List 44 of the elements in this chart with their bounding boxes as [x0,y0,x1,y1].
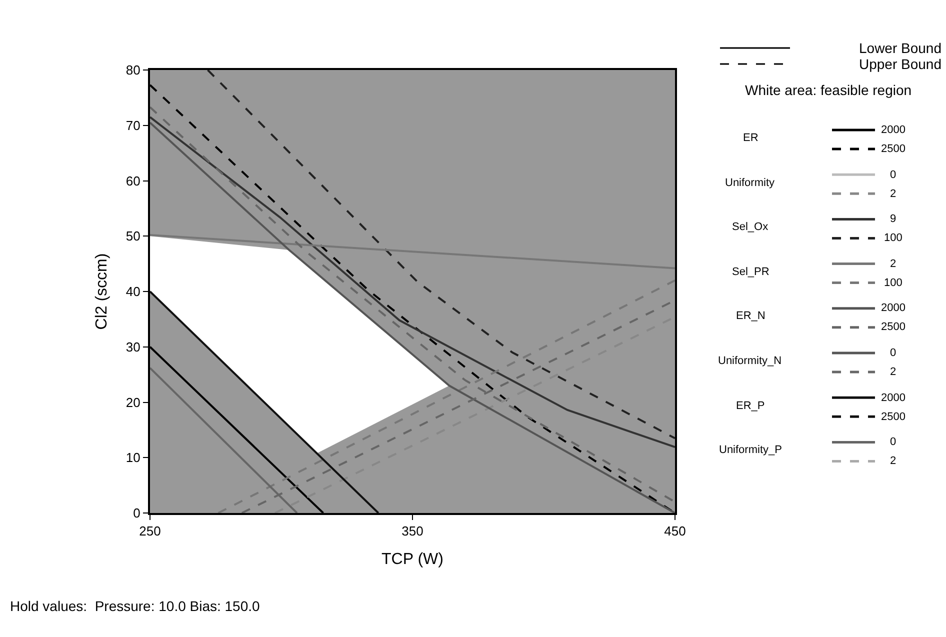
text: Sel_PR [732,266,770,278]
y-axis-title: Cl2 (sccm) [93,253,110,330]
legend-label: 2 [890,258,896,270]
y-tick-label: 20 [126,394,140,410]
text: Sel_Ox [732,221,769,233]
line-series [150,116,675,448]
legend-label: 2500 [881,321,906,333]
text: ER_P [736,400,765,412]
text: Uniformity_P [719,444,782,456]
y-tick-label: 50 [126,228,140,244]
text: ER [743,132,758,144]
text: White area: feasible region [745,82,912,98]
y-tick-label: 30 [126,339,140,354]
y-tick-label: 10 [126,450,140,466]
text: Uniformity_N [718,355,782,367]
legend-label: 2000 [881,302,906,314]
y-tick-label: 60 [126,173,140,188]
legend-label: 2 [890,455,896,467]
legend-label: 100 [884,277,902,289]
line-series [206,70,675,440]
text: Lower Bound [859,40,942,56]
x-tick-label: 350 [402,524,424,539]
y-tick-label: 0 [133,506,140,521]
legend-label: 2 [890,188,896,200]
legend-label: 0 [890,169,896,181]
x-tick-label: 250 [139,524,161,539]
y-tick-label: 40 [126,284,140,300]
legend-label: 9 [890,213,896,225]
legend-label: 2 [890,366,896,378]
legend-label: 2000 [881,124,906,136]
text: Uniformity [725,177,776,189]
y-tick-label: 80 [126,62,140,78]
legend-label: 0 [890,436,896,448]
text: ER_N [736,310,766,322]
legend-label: 0 [890,347,896,359]
text: Upper Bound [859,56,942,72]
legend-label: 2500 [881,143,906,155]
y-tick-label: 70 [126,118,140,133]
text: Hold values: Pressure: 10.0 Bias: 150.0 [10,598,260,614]
x-tick-label: 450 [664,524,686,539]
legend-label: 2000 [881,392,906,404]
x-axis-title: TCP (W) [382,550,444,568]
legend-label: 100 [884,232,902,244]
legend-label: 2500 [881,411,906,423]
